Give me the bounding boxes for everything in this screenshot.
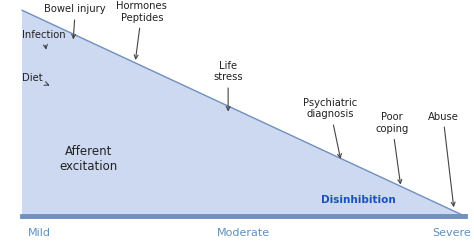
Text: Diet: Diet	[22, 73, 49, 85]
Text: Hormones
Peptides: Hormones Peptides	[116, 1, 167, 59]
Text: Life
stress: Life stress	[213, 61, 243, 110]
Text: Poor
coping: Poor coping	[375, 112, 409, 183]
Text: Disinhibition: Disinhibition	[321, 195, 396, 205]
Text: Psychiatric
diagnosis: Psychiatric diagnosis	[303, 98, 357, 158]
Text: Infection: Infection	[22, 30, 66, 48]
Text: Afferent
excitation: Afferent excitation	[59, 145, 118, 173]
Text: Abuse: Abuse	[428, 112, 458, 206]
Text: Bowel injury: Bowel injury	[45, 4, 106, 38]
Text: Severe: Severe	[432, 228, 471, 238]
Text: Mild: Mild	[28, 228, 51, 238]
Text: Moderate: Moderate	[217, 228, 270, 238]
Polygon shape	[22, 10, 465, 216]
